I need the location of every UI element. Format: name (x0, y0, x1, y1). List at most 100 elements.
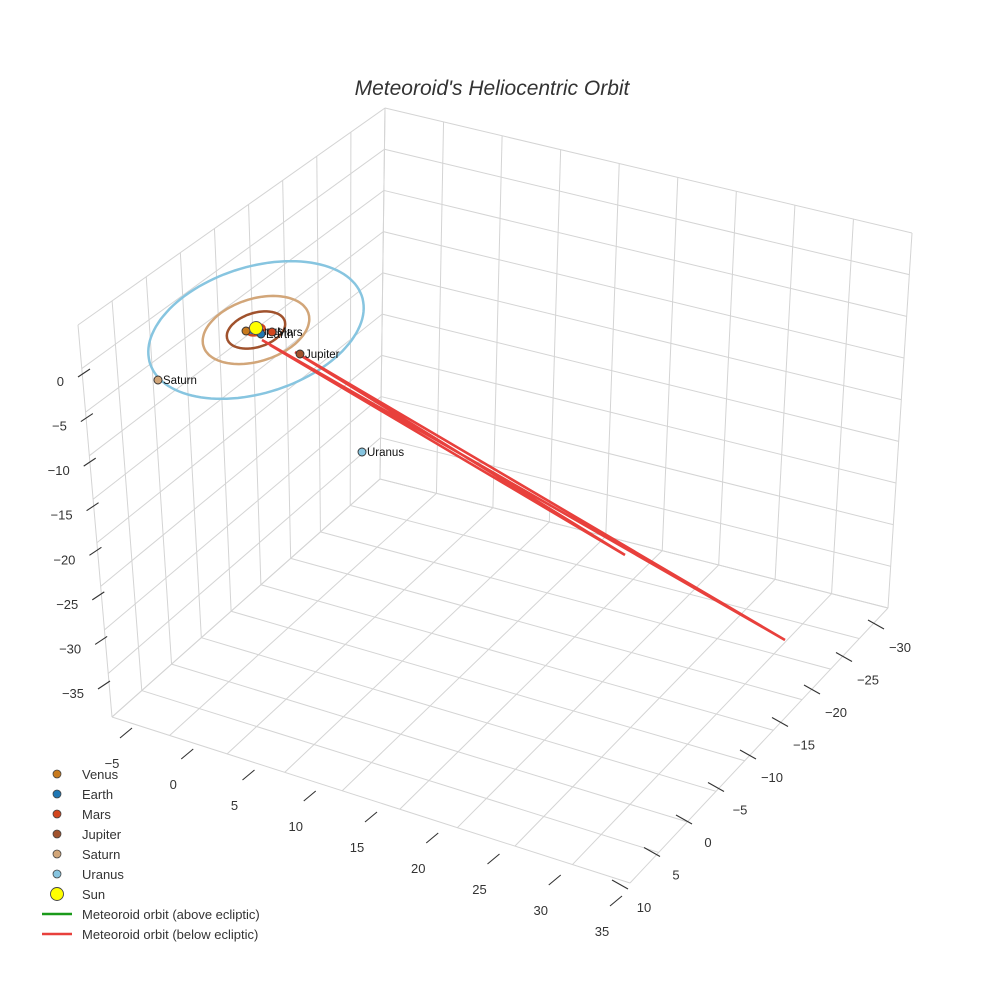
y-tick-label: −5 (733, 803, 748, 818)
z-tick-label: −5 (52, 419, 67, 434)
drop-lines-layer (284, 245, 791, 640)
drop-line (598, 247, 602, 539)
grid-line (201, 638, 716, 792)
drop-line (634, 361, 638, 551)
x-tick-label: 30 (534, 903, 548, 918)
grid-line (78, 325, 112, 717)
planet-venus (242, 327, 250, 335)
grid-line (112, 479, 380, 717)
drop-line (379, 259, 380, 410)
grid-line (261, 585, 773, 730)
drop-line (461, 254, 463, 458)
legend-label: Venus (82, 767, 119, 782)
y-tick-label: 10 (637, 900, 651, 915)
legend-dot-venus (53, 770, 61, 778)
y-tick-mark (804, 685, 820, 694)
x-tick-mark (120, 728, 132, 738)
grid-line (381, 397, 893, 525)
drop-line (446, 326, 448, 441)
grid-line (170, 493, 437, 735)
grid-line (112, 301, 142, 691)
drop-line (488, 253, 490, 475)
z-tick-label: −25 (56, 597, 78, 612)
legend-label: Sun (82, 887, 105, 902)
grid-line (285, 522, 550, 772)
drop-line (672, 369, 677, 574)
drop-line (529, 250, 532, 498)
grid-line (180, 253, 201, 638)
grid-line (78, 108, 385, 325)
y-tick-label: −10 (761, 770, 783, 785)
x-tick-mark (243, 770, 255, 780)
drop-line (502, 252, 505, 482)
legend[interactable]: VenusEarthMarsJupiterSaturnUranusSunMete… (42, 767, 260, 942)
x-tick-label: 15 (350, 840, 364, 855)
planet-uranus (358, 448, 366, 456)
z-tick-mark (92, 592, 104, 600)
meteoroid-orbit-below (262, 340, 785, 640)
grid-line (457, 565, 718, 828)
grid-line (493, 136, 502, 508)
legend-label: Earth (82, 787, 113, 802)
y-tick-label: −25 (857, 673, 879, 688)
z-tick-mark (81, 414, 93, 422)
grid-line (342, 536, 606, 790)
x-tick-label: 0 (170, 777, 177, 792)
x-tick-label: 20 (411, 861, 425, 876)
grid-line (380, 479, 888, 608)
drop-line (483, 333, 485, 463)
z-tick-mark (89, 547, 101, 555)
legend-label: Saturn (82, 847, 120, 862)
legend-dot-mars (53, 810, 61, 818)
grid-line (400, 551, 662, 810)
x-tick-label: 25 (472, 882, 486, 897)
drop-line (434, 256, 436, 442)
legend-label: Meteoroid orbit (above ecliptic) (82, 907, 260, 922)
z-tick-mark (87, 503, 99, 511)
x-tick-label: 5 (231, 798, 238, 813)
planet-jupiter (296, 350, 304, 358)
grid-line (775, 205, 795, 579)
planet-label-mars: Mars (277, 327, 303, 339)
grid-line (82, 149, 385, 368)
grid-line (231, 611, 745, 761)
drop-line (366, 260, 367, 402)
grid-line (832, 219, 854, 594)
x-tick-mark (426, 833, 438, 843)
drop-line (521, 340, 524, 485)
drop-line (448, 255, 450, 450)
drop-line (691, 372, 696, 584)
drop-line (393, 258, 394, 418)
grid-line (662, 177, 678, 550)
grid-line (108, 438, 380, 674)
grid-line (214, 229, 231, 612)
x-tick-mark (610, 896, 622, 906)
x-tick-mark (365, 812, 377, 822)
z-tick-label: −30 (59, 641, 81, 656)
drop-line (584, 247, 588, 530)
x-tick-label: 10 (289, 819, 303, 834)
grid-line (630, 608, 888, 883)
drop-line (557, 249, 560, 515)
legend-label: Jupiter (82, 827, 122, 842)
legend-label: Mars (82, 807, 111, 822)
chart-title: Meteoroid's Heliocentric Orbit (355, 77, 631, 100)
legend-sun-marker (51, 888, 64, 901)
sun-marker (250, 322, 263, 335)
drop-line (766, 386, 772, 629)
grid-line (112, 717, 630, 883)
planet-mars (268, 328, 276, 336)
grid-line (383, 232, 904, 358)
grid-line (89, 232, 383, 456)
y-tick-mark (772, 718, 788, 727)
z-tick-mark (98, 681, 110, 689)
z-tick-label: 0 (57, 374, 64, 389)
z-tick-label: −35 (62, 686, 84, 701)
grid-line (384, 190, 907, 316)
drop-line (427, 322, 429, 430)
grid-line (146, 277, 171, 664)
drop-line (653, 365, 657, 563)
